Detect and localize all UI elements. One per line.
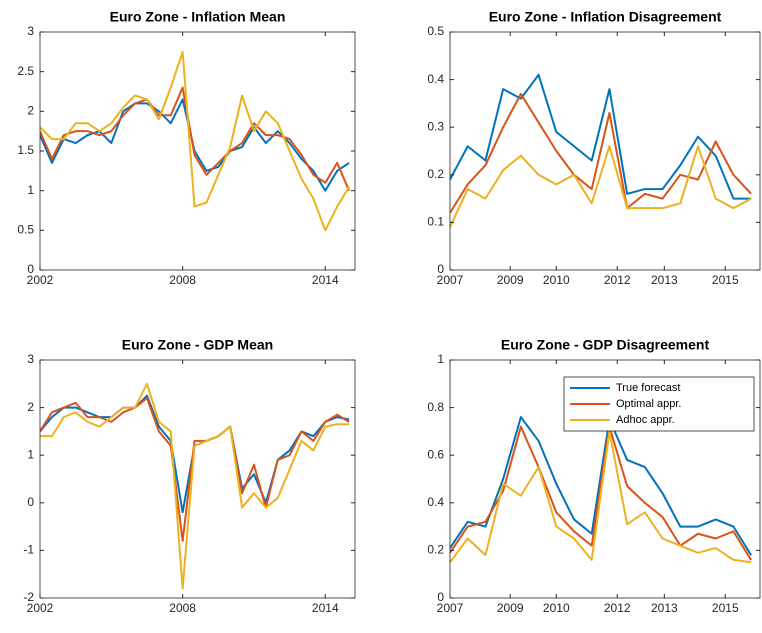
y-tick-label: 3	[27, 352, 34, 366]
chart-title: Euro Zone - GDP Mean	[122, 337, 273, 353]
y-tick-label: 0	[437, 262, 444, 276]
series-line	[40, 86, 350, 192]
y-tick-label: 0.2	[427, 543, 444, 557]
x-tick-label: 2009	[497, 273, 524, 287]
y-tick-label: 0.1	[427, 215, 444, 229]
y-tick-label: 1	[27, 183, 34, 197]
plot-lines	[450, 416, 752, 564]
x-tick-label: 2008	[169, 601, 196, 615]
series-line	[40, 397, 350, 542]
y-tick-label: 0.3	[427, 119, 444, 133]
y-tick-label: 2	[27, 400, 34, 414]
x-tick-label: 2007	[437, 601, 464, 615]
x-tick-label: 2015	[712, 601, 739, 615]
x-tick-label: 2002	[27, 601, 54, 615]
y-tick-label: 0.5	[17, 223, 34, 237]
chart-title: Euro Zone - GDP Disagreement	[501, 337, 710, 353]
chart-title: Euro Zone - Inflation Disagreement	[489, 9, 722, 25]
x-tick-label: 2008	[169, 273, 196, 287]
plot-area	[40, 360, 355, 598]
y-tick-label: 1	[437, 352, 444, 366]
y-tick-label: 3	[27, 24, 34, 38]
legend-label: True forecast	[616, 382, 680, 394]
y-tick-label: 0.5	[427, 24, 444, 38]
y-tick-label: -1	[23, 543, 34, 557]
x-tick-label: 2014	[312, 273, 339, 287]
axes-box	[39, 359, 356, 599]
series-line	[450, 92, 752, 214]
y-tick-label: 0	[437, 590, 444, 604]
plot-lines	[40, 382, 350, 590]
y-tick-label: 0	[27, 262, 34, 276]
series-line	[450, 416, 752, 556]
x-tick-label: 2015	[712, 273, 739, 287]
subplot: Euro Zone - Inflation Disagreement 0 0.1 0.…	[427, 9, 761, 287]
axes-box	[449, 31, 761, 271]
series-line	[450, 145, 752, 228]
x-tick-label: 2010	[543, 601, 570, 615]
y-tick-label: 0.2	[427, 167, 444, 181]
series-line	[450, 430, 752, 564]
y-tick-label: 0.6	[427, 447, 444, 461]
y-tick-label: 1	[27, 447, 34, 461]
y-tick-label: 0.8	[427, 400, 444, 414]
series-line	[40, 382, 350, 590]
y-tick-label: 2	[27, 104, 34, 118]
plot-lines	[450, 73, 752, 228]
series-line	[450, 73, 752, 200]
x-tick-label: 2013	[651, 601, 678, 615]
axes-box	[39, 31, 356, 271]
y-tick-label: 0.4	[427, 495, 444, 509]
y-tick-label: 0	[27, 495, 34, 509]
x-tick-label: 2009	[497, 601, 524, 615]
legend-label: Optimal appr.	[616, 398, 681, 410]
x-tick-label: 2010	[543, 273, 570, 287]
x-tick-label: 2012	[604, 601, 631, 615]
x-tick-label: 2012	[604, 273, 631, 287]
series-line	[40, 50, 350, 232]
y-tick-label: 2.5	[17, 64, 34, 78]
x-tick-label: 2014	[312, 601, 339, 615]
legend-label: Adhoc appr.	[616, 414, 675, 426]
plot-area	[40, 32, 355, 270]
subplot: Euro Zone - GDP Mean -2 -1 0 1 2 3 2002 2008 2014	[23, 337, 356, 615]
plot-area	[450, 32, 760, 270]
x-tick-label: 2013	[651, 273, 678, 287]
y-tick-label: 1.5	[17, 143, 34, 157]
plot-lines	[40, 50, 350, 232]
y-tick-label: 0.4	[427, 72, 444, 86]
legend: True forecast Optimal appr. Adhoc appr.	[563, 376, 755, 432]
chart-title: Euro Zone - Inflation Mean	[110, 9, 286, 25]
subplot: Euro Zone - GDP Disagreement 0 0.2 0.4 0.6 0.…	[427, 337, 761, 615]
y-tick-label: -2	[23, 590, 34, 604]
subplot: Euro Zone - Inflation Mean 0 0.5 1 1.5 2 2.5 3 2…	[17, 9, 356, 287]
x-tick-label: 2002	[27, 273, 54, 287]
x-tick-label: 2007	[437, 273, 464, 287]
axes-box	[449, 359, 761, 599]
